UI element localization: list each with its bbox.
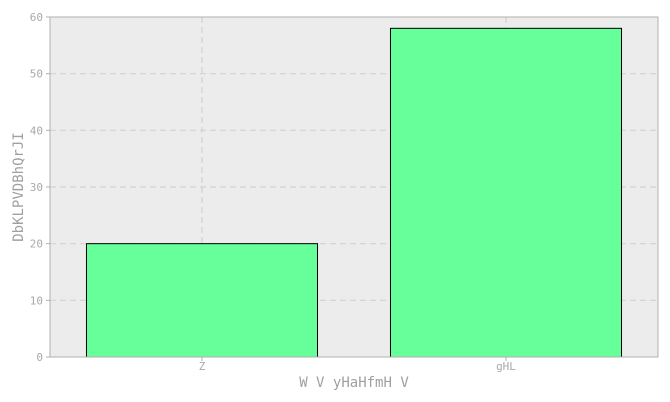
x-tick-label: gHL (496, 360, 516, 373)
y-tick-label: 10 (30, 294, 43, 307)
bars (85, 27, 623, 358)
y-tick-label: 40 (30, 124, 43, 137)
y-tick-label: 60 (30, 11, 43, 24)
y-tick-label: 20 (30, 238, 43, 251)
bar-gHL (389, 27, 623, 358)
y-axis-title: DbKLPVDBhQrJI (11, 132, 27, 242)
y-tick-label: 0 (36, 351, 43, 364)
axes (46, 16, 659, 361)
x-tick-label: Z (199, 360, 206, 373)
bar-Z (85, 243, 319, 358)
y-tick-label: 30 (30, 181, 43, 194)
x-axis-title: W V yHaHfmH V (299, 375, 409, 391)
y-tick-labels: 0 10 20 30 40 50 60 (30, 11, 43, 364)
y-tick-label: 50 (30, 68, 43, 81)
plot-frame (49, 16, 659, 358)
